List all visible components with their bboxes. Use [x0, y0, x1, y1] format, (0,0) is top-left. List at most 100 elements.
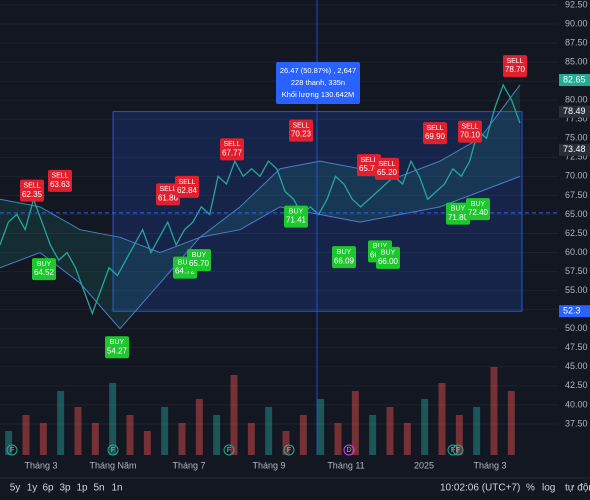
tb-option[interactable]: log [542, 483, 555, 494]
event-label: F [227, 447, 231, 454]
tb-range[interactable]: 5y [10, 483, 21, 494]
price-label-box [559, 143, 590, 156]
y-tick-label: 45.00 [565, 361, 588, 371]
volume-bar [5, 431, 13, 455]
info-text: Khối lượng 130.642M [282, 90, 354, 99]
signal-value: 70.10 [460, 131, 481, 140]
y-tick-label: 92.50 [565, 0, 588, 9]
price-label: 52.3 [563, 306, 581, 316]
y-tick-label: 50.00 [565, 323, 588, 333]
signal-label: SELL [178, 179, 195, 186]
signal-value: 70.23 [291, 130, 312, 139]
volume-bar [455, 415, 463, 455]
volume-bar [369, 415, 377, 455]
price-line [0, 83, 521, 316]
signal-box [503, 55, 527, 78]
signal-value: 64.52 [34, 268, 55, 277]
tb-range[interactable]: 1n [111, 483, 122, 494]
signal-label: SELL [292, 122, 309, 129]
signal-label: SELL [378, 161, 395, 168]
signal-label: SELL [360, 157, 377, 164]
x-tick-label: Tháng 3 [24, 460, 57, 470]
y-tick-label: 42.50 [565, 380, 588, 390]
signal-label: SELL [461, 123, 478, 130]
signal-value: 63.63 [50, 180, 71, 189]
y-tick-label: 72.50 [565, 152, 588, 162]
tb-range[interactable]: 3p [59, 483, 71, 494]
signal-label: BUY [192, 252, 207, 259]
info-text: 26.47 (50.87%) , 2,647 [280, 66, 356, 75]
event-label: F [456, 447, 460, 454]
event-icon [6, 444, 18, 456]
signal-label: SELL [23, 182, 40, 189]
signal-box [446, 202, 470, 225]
y-tick-label: 70.00 [565, 171, 588, 181]
volume-bar [195, 399, 203, 455]
y-tick-label: 65.00 [565, 209, 588, 219]
tb-option[interactable]: tự động [565, 483, 590, 494]
signal-box [156, 183, 180, 206]
signal-box [175, 175, 199, 198]
signal-box [466, 198, 490, 221]
signal-box [289, 119, 313, 142]
event-icon [283, 444, 295, 456]
signal-label: BUY [289, 208, 304, 215]
volume-bar [351, 391, 359, 455]
event-label: F [287, 447, 291, 454]
signal-value: 62.35 [22, 190, 43, 199]
volume-bar [421, 399, 429, 455]
volume-bar [473, 407, 481, 455]
signal-label: BUY [373, 243, 388, 250]
signal-value: 65.20 [377, 168, 398, 177]
x-tick-label: Tháng 3 [473, 460, 506, 470]
signal-label: BUY [471, 201, 486, 208]
price-label: 73.48 [563, 144, 586, 154]
signal-value: 71.80 [448, 213, 469, 222]
signal-box [376, 246, 400, 269]
volume-bar [22, 415, 30, 455]
signal-value: 78.70 [505, 65, 526, 74]
y-tick-label: 60.00 [565, 247, 588, 257]
tb-option[interactable]: % [526, 483, 535, 494]
tb-range[interactable]: 6p [42, 483, 54, 494]
tb-range[interactable]: 1p [76, 483, 88, 494]
volume-bar [39, 423, 47, 455]
signal-value: 65.70 [359, 164, 380, 173]
signal-label: SELL [426, 125, 443, 132]
signal-label: SELL [51, 173, 68, 180]
y-tick-label: 67.50 [565, 190, 588, 200]
volume-bar [126, 415, 134, 455]
signal-label: SELL [159, 186, 176, 193]
volume-bar [334, 423, 342, 455]
signal-box [458, 120, 482, 143]
signal-label: BUY [451, 205, 466, 212]
y-tick-label: 90.00 [565, 18, 588, 28]
tb-range[interactable]: 1y [27, 483, 38, 494]
signal-box [375, 157, 399, 180]
y-tick-label: 87.50 [565, 37, 588, 47]
event-icon [107, 444, 119, 456]
signal-value: 67.77 [222, 148, 243, 157]
signal-box [187, 249, 211, 272]
signal-value: 71.41 [286, 216, 307, 225]
tb-time[interactable]: 10:02:06 (UTC+7) [440, 483, 520, 494]
tb-range[interactable]: 5n [93, 483, 104, 494]
event-label: D [346, 447, 351, 454]
event-icon [447, 444, 459, 456]
event-label: F [10, 447, 14, 454]
x-tick-label: Tháng 7 [172, 460, 205, 470]
signal-label: BUY [110, 339, 125, 346]
volume-bar [490, 367, 498, 455]
price-label: 78.49 [563, 106, 586, 116]
signal-label: BUY [337, 249, 352, 256]
volume-bar [161, 407, 169, 455]
y-tick-label: 75.00 [565, 133, 588, 143]
signal-label: BUY [178, 259, 193, 266]
